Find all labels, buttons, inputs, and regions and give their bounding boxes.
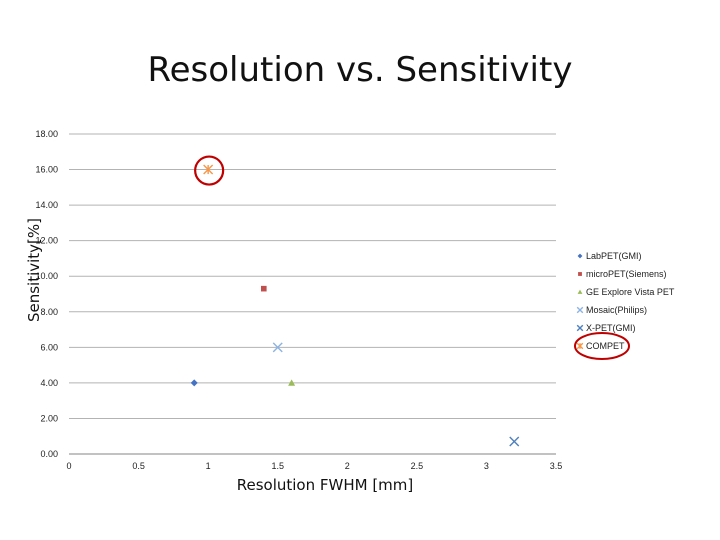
legend-marker-3 xyxy=(576,306,584,314)
annotation-circles xyxy=(194,155,630,360)
legend-label-4: X-PET(GMI) xyxy=(586,323,636,333)
legend-label-2: GE Explore Vista PET xyxy=(586,287,675,297)
legend-marker-1 xyxy=(578,272,582,276)
x-tick-label-7: 3.5 xyxy=(550,461,563,471)
chart-title: Resolution vs. Sensitivity xyxy=(148,50,573,90)
x-axis-title: Resolution FWHM [mm] xyxy=(237,476,414,494)
point-1-0 xyxy=(261,285,267,292)
x-tick-label-4: 2 xyxy=(345,461,350,471)
y-tick-label-4: 8.00 xyxy=(40,307,58,317)
x-tick-label-5: 2.5 xyxy=(411,461,424,471)
gridlines xyxy=(69,133,556,455)
point-5-0 xyxy=(203,164,214,175)
legend-label-0: LabPET(GMI) xyxy=(586,251,642,261)
legend-label-5: COMPET xyxy=(586,341,625,351)
y-axis-title: Sensitivity[%] xyxy=(25,218,43,322)
y-tick-label-2: 4.00 xyxy=(40,378,58,388)
legend: LabPET(GMI) microPET(Siemens) GE Explore V… xyxy=(576,251,675,351)
x-tick-label-3: 1.5 xyxy=(271,461,284,471)
annotation-circle-legend xyxy=(574,332,630,360)
y-tick-label-0: 0.00 xyxy=(40,449,58,459)
legend-marker-2 xyxy=(577,289,583,294)
point-3-0 xyxy=(272,342,283,353)
y-tick-label-3: 6.00 xyxy=(40,342,58,352)
x-tick-label-6: 3 xyxy=(484,461,489,471)
data-points xyxy=(190,164,520,447)
x-tick-label-0: 0 xyxy=(66,461,71,471)
legend-marker-5 xyxy=(576,342,584,350)
y-tick-label-8: 16.00 xyxy=(35,165,58,175)
y-tick-label-6: 12.00 xyxy=(35,236,58,246)
point-4-0 xyxy=(509,436,520,447)
y-tick-label-5: 10.00 xyxy=(35,271,58,281)
x-tick-label-2: 1 xyxy=(206,461,211,471)
legend-marker-0 xyxy=(577,253,583,259)
y-tick-label-9: 18.00 xyxy=(35,129,58,139)
legend-label-1: microPET(Siemens) xyxy=(586,269,667,279)
point-2-0 xyxy=(288,379,296,386)
legend-marker-4 xyxy=(576,324,584,332)
legend-label-3: Mosaic(Philips) xyxy=(586,305,647,315)
x-tick-labels: 0 0.5 1 1.5 2 2.5 3 3.5 xyxy=(66,461,562,471)
x-tick-label-1: 0.5 xyxy=(132,461,145,471)
annotation-circle-point xyxy=(194,155,225,186)
y-tick-label-1: 2.00 xyxy=(40,413,58,423)
y-tick-labels: 0.00 2.00 4.00 6.00 8.00 10.00 12.00 14.00 16.00… xyxy=(35,129,58,459)
y-tick-label-7: 14.00 xyxy=(35,200,58,210)
point-0-0 xyxy=(190,379,198,387)
